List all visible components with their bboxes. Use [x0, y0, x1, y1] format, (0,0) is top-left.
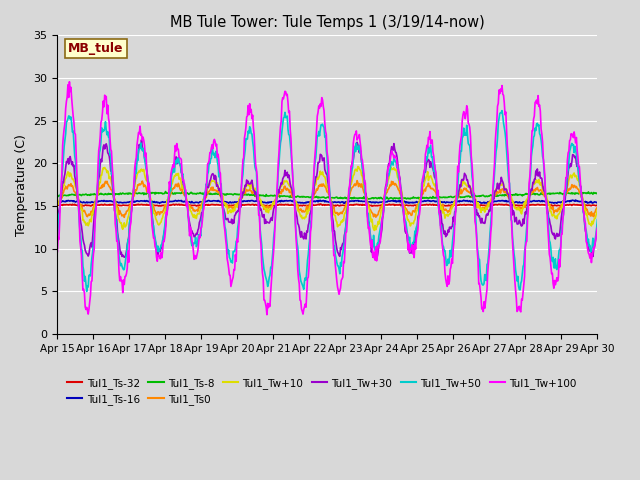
Legend: Tul1_Ts-32, Tul1_Ts-16, Tul1_Ts-8, Tul1_Ts0, Tul1_Tw+10, Tul1_Tw+30, Tul1_Tw+50,: Tul1_Ts-32, Tul1_Ts-16, Tul1_Ts-8, Tul1_… [63, 373, 581, 409]
Text: MB_tule: MB_tule [68, 42, 124, 55]
Title: MB Tule Tower: Tule Temps 1 (3/19/14-now): MB Tule Tower: Tule Temps 1 (3/19/14-now… [170, 15, 484, 30]
Y-axis label: Temperature (C): Temperature (C) [15, 134, 28, 236]
